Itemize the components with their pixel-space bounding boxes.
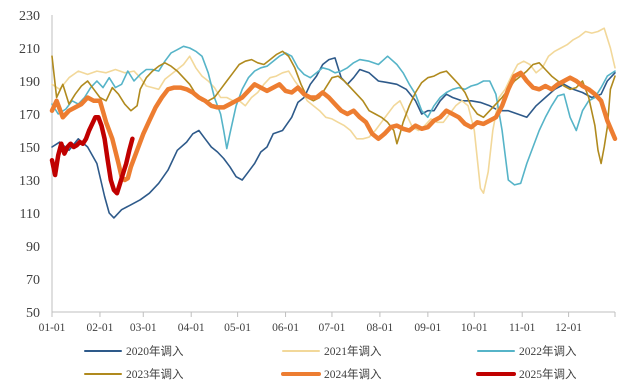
x-tick-label: 06-01 [272,322,299,334]
x-tick-labels: 01-01 02-01 03-01 04-01 05-01 06-01 07-01 08-01… [39,312,616,334]
series-line-2021年调入 [51,27,616,194]
y-tick-label: 90 [26,240,40,255]
x-tick-label: 11-01 [509,322,536,334]
series-line-2022年调入 [51,45,616,186]
x-tick-label: 01-01 [39,322,66,334]
y-tick-label: 110 [20,207,40,222]
x-tick-label: 04-01 [178,322,205,334]
legend-label: 2024年调入 [324,367,382,381]
x-tick-label: 07-01 [319,322,346,334]
legend-label: 2022年调入 [519,344,577,358]
legend-label: 2021年调入 [324,344,382,358]
x-tick-label: 03-01 [130,322,157,334]
y-tick-label: 210 [19,42,40,57]
legend: 2020年调入 2021年调入 2022年调入 2023年调入 2024年调入 2025年… [84,344,577,381]
x-tick-label: 10-01 [461,322,488,334]
y-tick-label: 50 [26,306,40,321]
x-tick-label: 02-01 [87,322,114,334]
y-tick-label: 170 [19,108,40,123]
legend-label: 2020年调入 [126,344,184,358]
series-line-2025年调入 [49,115,135,196]
x-tick-label: 12-01 [555,322,582,334]
x-tick-label: 09-01 [414,322,441,334]
legend-label: 2025年调入 [519,367,577,381]
y-tick-labels: 50 70 90 110 130 150 170 190 210 230 [19,9,40,321]
legend-label: 2023年调入 [126,367,184,381]
y-tick-label: 70 [26,273,40,288]
y-tick-label: 130 [19,174,40,189]
x-tick-label: 08-01 [366,322,393,334]
y-tick-label: 190 [19,75,40,90]
series-lines [49,27,618,219]
series-line-2024年调入 [49,70,618,183]
x-tick-label: 05-01 [224,322,251,334]
series-line-2023年调入 [51,50,616,165]
y-tick-label: 150 [19,141,40,156]
axes [51,15,615,313]
y-tick-label: 230 [19,9,40,24]
